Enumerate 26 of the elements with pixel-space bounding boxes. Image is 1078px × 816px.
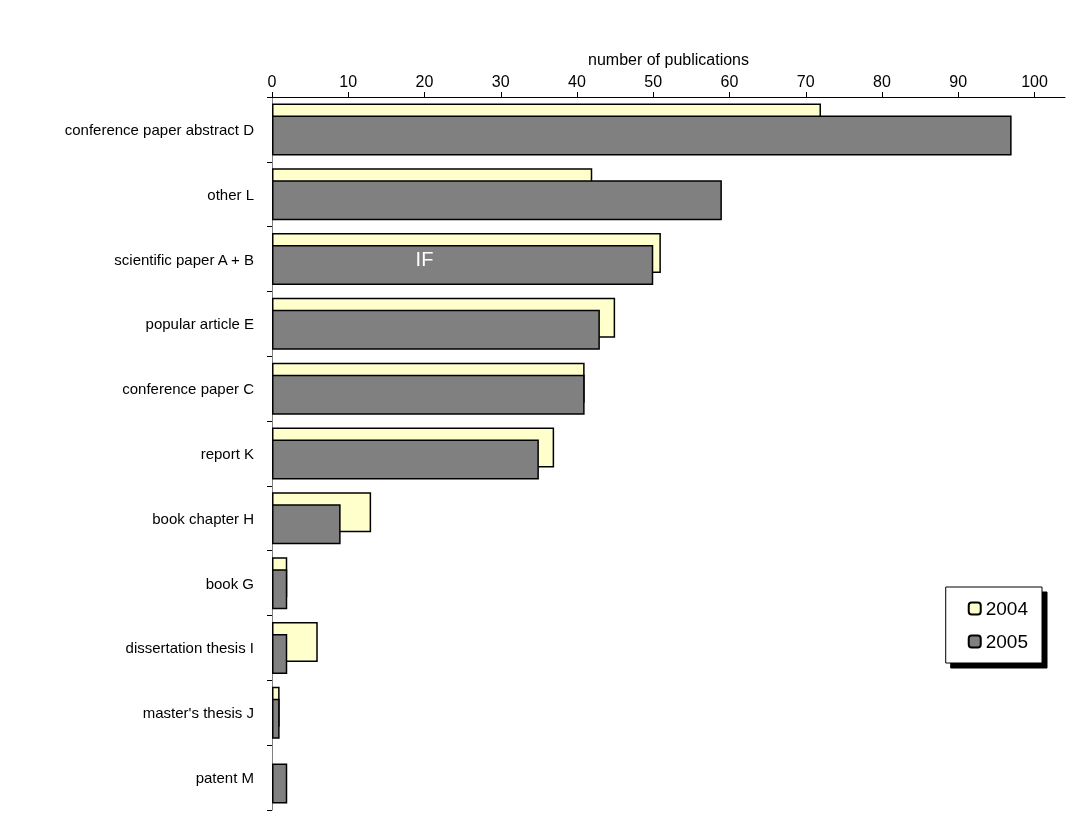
x-axis-title: number of publications [588, 50, 749, 68]
x-tick-label: 0 [267, 72, 277, 90]
y-tick-label: master's thesis J [142, 704, 254, 722]
x-tick-label: 40 [568, 72, 586, 90]
y-tick-label: book chapter H [152, 509, 254, 527]
y-tick-label: popular article E [145, 315, 254, 333]
y-tick-label: report K [200, 445, 254, 462]
x-tick-label: 60 [720, 72, 739, 90]
y-tick-label: book G [205, 574, 254, 592]
x-tick-label: 70 [796, 72, 815, 90]
y-tick-label: patent M [195, 769, 254, 787]
x-tick-label: 100 [1021, 72, 1048, 90]
y-tick-label: conference paper C [122, 380, 255, 398]
x-tick-label: 10 [339, 72, 358, 90]
legend-label: 2004 [985, 598, 1029, 619]
x-tick-label: 20 [415, 72, 434, 90]
x-tick-label: 90 [949, 72, 968, 90]
x-tick-label: 30 [491, 72, 510, 90]
y-tick-label: other L [207, 185, 254, 203]
legend-label: 2005 [985, 631, 1029, 652]
y-tick-label: dissertation thesis I [125, 639, 254, 657]
x-tick-label: 50 [644, 72, 663, 90]
x-tick-label: 80 [873, 72, 891, 90]
annotation: IF [415, 248, 434, 271]
y-tick-label: conference paper abstract D [64, 120, 255, 138]
y-tick-label: scientific paper A + B [114, 250, 254, 268]
